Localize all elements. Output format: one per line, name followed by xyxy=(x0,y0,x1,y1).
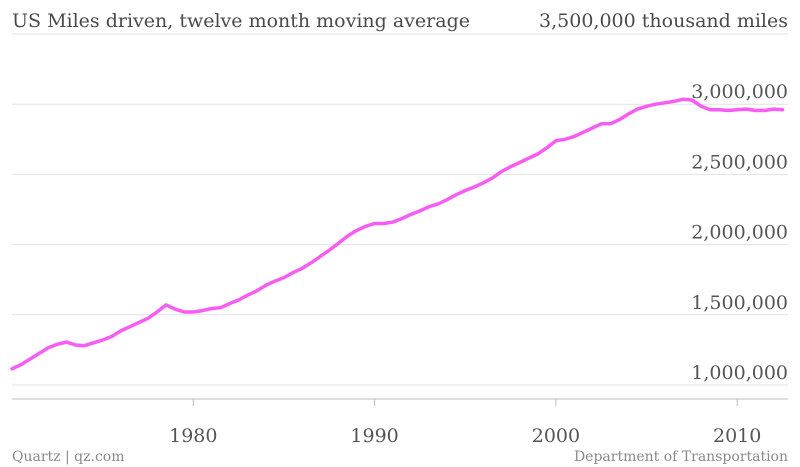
y-axis-labels: 1,000,000 1,500,000 2,000,000 2,500,000 3,00… xyxy=(691,81,788,384)
footer-source-left: Quartz | qz.com xyxy=(12,449,125,465)
y-tick-label: 1,500,000 xyxy=(691,292,788,314)
x-axis xyxy=(12,398,788,406)
series-layer xyxy=(10,97,785,371)
y-tick-label: 2,000,000 xyxy=(691,222,788,244)
x-tick-label: 1990 xyxy=(350,425,398,447)
y-axis-top-label: 3,500,000 thousand miles xyxy=(539,10,788,32)
y-tick-label: 3,000,000 xyxy=(691,81,788,103)
x-tick-label: 1980 xyxy=(169,425,217,447)
x-axis-labels: 1980 1990 2000 2010 xyxy=(169,425,761,447)
series-line xyxy=(10,97,785,371)
x-tick-label: 2000 xyxy=(532,425,580,447)
y-tick-label: 2,500,000 xyxy=(691,151,788,173)
x-tick-label: 2010 xyxy=(713,425,761,447)
chart-title: US Miles driven, twelve month moving ave… xyxy=(12,10,470,32)
grid-lines xyxy=(12,33,788,386)
footer-source-right: Department of Transportation xyxy=(574,449,788,465)
y-tick-label: 1,000,000 xyxy=(691,362,788,384)
